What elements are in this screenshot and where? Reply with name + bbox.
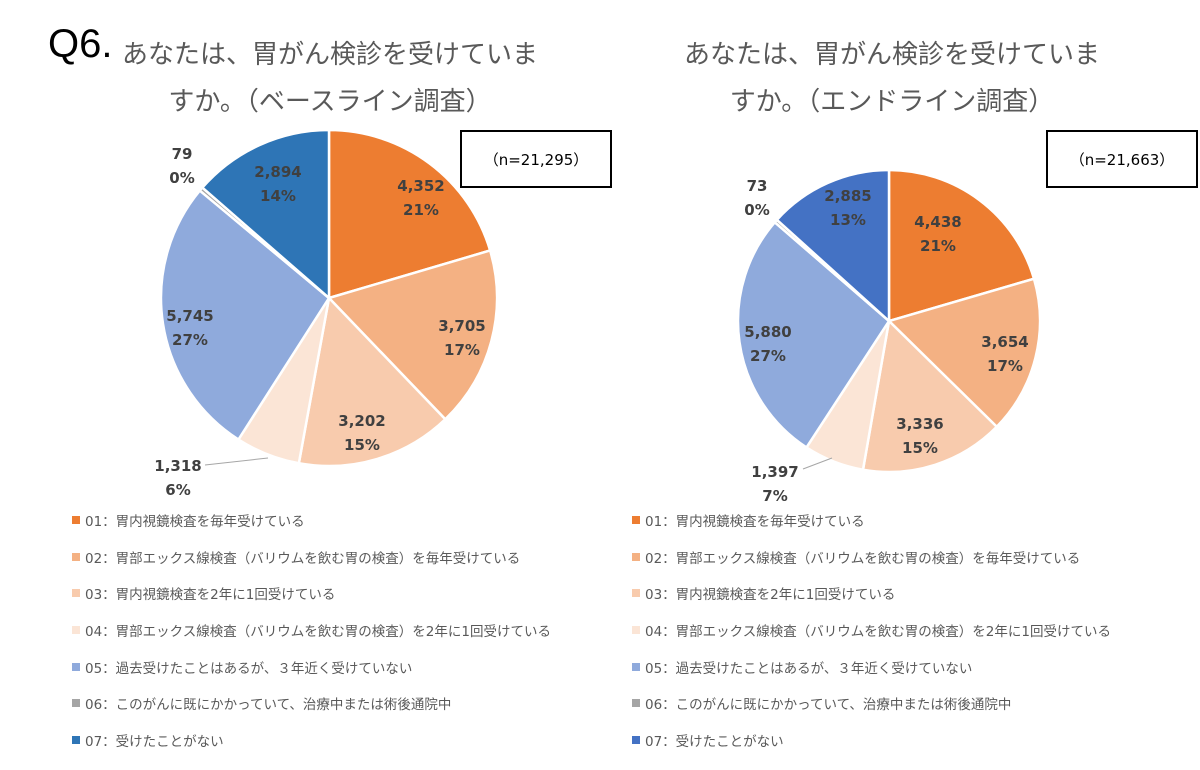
data-label-value: 5,745: [166, 307, 213, 325]
legend-label: 04：胃部エックス線検査（バリウムを飲む胃の検査）を2年に1回受けている: [85, 624, 551, 641]
legend-item: 05：過去受けたことはあるが、３年近く受けていない: [72, 648, 551, 685]
data-label-value: 73: [747, 177, 768, 195]
legend-label: 01：胃内視鏡検査を毎年受けている: [85, 514, 305, 531]
legend-swatch: [632, 735, 640, 744]
legend-item: 03：胃内視鏡検査を2年に1回受けている: [72, 575, 551, 612]
data-label-value: 2,894: [254, 163, 301, 181]
legend-item: 05：過去受けたことはあるが、３年近く受けていない: [632, 648, 1111, 685]
data-label-value: 3,654: [981, 333, 1028, 351]
legend-item: 02：胃部エックス線検査（バリウムを飲む胃の検査）を毎年受けている: [72, 539, 551, 576]
pie-slice-3: [297, 295, 448, 468]
legend-label: 07：受けたことがない: [85, 733, 224, 750]
data-label-value: 2,885: [824, 187, 871, 205]
data-label-percent: 15%: [344, 436, 380, 454]
pie-slice-2: [326, 248, 499, 422]
data-label-value: 4,352: [397, 177, 444, 195]
legend-label: 05：過去受けたことはあるが、３年近く受けていない: [645, 660, 973, 677]
legend-swatch: [72, 626, 80, 635]
legend-swatch: [72, 662, 80, 671]
legend-label: 06：このがんに既にかかっていて、治療中または術後通院中: [85, 697, 452, 714]
leader-line: [802, 457, 833, 470]
chart-title-baseline: あなたは、胃がん検診を受けていま すか。（ベースライン調査）: [90, 32, 570, 126]
data-label-percent: 6%: [165, 481, 190, 499]
pie-slice-2: [886, 277, 1042, 429]
title-line-2: すか。（エンドライン調査）: [729, 87, 1055, 117]
legend-endline: 01：胃内視鏡検査を毎年受けている 02：胃部エックス線検査（バリウムを飲む胃の検…: [632, 502, 1111, 758]
title-line-1: あなたは、胃がん検診を受けていま: [121, 40, 538, 70]
legend-swatch: [632, 626, 640, 635]
data-label-value: 5,880: [744, 323, 791, 341]
legend-label: 01：胃内視鏡検査を毎年受けている: [645, 514, 865, 531]
legend-label: 03：胃内視鏡検査を2年に1回受けている: [645, 587, 896, 604]
question-number: Q6.: [48, 22, 113, 66]
legend-swatch: [632, 516, 640, 525]
data-label-value: 79: [172, 145, 193, 163]
data-label-percent: 0%: [744, 201, 769, 219]
data-label-value: 4,438: [914, 213, 961, 231]
legend-item: 02：胃部エックス線検査（バリウムを飲む胃の検査）を毎年受けている: [632, 539, 1111, 576]
legend-swatch: [72, 589, 80, 598]
pie-slice-1: [887, 168, 1036, 323]
legend-item: 03：胃内視鏡検査を2年に1回受けている: [632, 575, 1111, 612]
legend-label: 04：胃部エックス線検査（バリウムを飲む胃の検査）を2年に1回受けている: [645, 624, 1111, 641]
data-label-percent: 27%: [172, 331, 208, 349]
legend-swatch: [72, 516, 80, 525]
data-label-value: 3,336: [896, 415, 943, 433]
legend-swatch: [632, 552, 640, 561]
legend-label: 03：胃内視鏡検査を2年に1回受けている: [85, 587, 336, 604]
legend-item: 01：胃内視鏡検査を毎年受けている: [632, 502, 1111, 539]
legend-item: 04：胃部エックス線検査（バリウムを飲む胃の検査）を2年に1回受けている: [72, 612, 551, 649]
legend-label: 07：受けたことがない: [645, 733, 784, 750]
pie-slice-5: [736, 220, 891, 450]
legend-item: 06：このがんに既にかかっていて、治療中または術後通院中: [632, 685, 1111, 722]
data-label-value: 1,318: [154, 457, 201, 475]
data-label-percent: 27%: [750, 347, 786, 365]
data-label-percent: 0%: [169, 169, 194, 187]
legend-swatch: [632, 589, 640, 598]
pie-slice-7: [775, 168, 891, 324]
legend-label: 02：胃部エックス線検査（バリウムを飲む胃の検査）を毎年受けている: [645, 550, 1081, 567]
legend-swatch: [632, 662, 640, 671]
data-label-value: 3,202: [338, 412, 385, 430]
data-label-percent: 17%: [444, 341, 480, 359]
title-line-2: すか。（ベースライン調査）: [168, 87, 492, 117]
legend-baseline: 01：胃内視鏡検査を毎年受けている 02：胃部エックス線検査（バリウムを飲む胃の検…: [72, 502, 551, 758]
title-line-1: あなたは、胃がん検診を受けていま: [683, 40, 1100, 70]
pie-slice-3: [861, 318, 999, 474]
legend-item: 07：受けたことがない: [72, 722, 551, 759]
pie-slice-5: [159, 188, 331, 442]
legend-swatch: [72, 552, 80, 561]
legend-label: 02：胃部エックス線検査（バリウムを飲む胃の検査）を毎年受けている: [85, 550, 521, 567]
data-label-value: 3,705: [438, 317, 485, 335]
pie-slice-7: [200, 128, 331, 301]
legend-item: 06：このがんに既にかかっていて、治療中または術後通院中: [72, 685, 551, 722]
chart-title-endline: あなたは、胃がん検診を受けていま すか。（エンドライン調査）: [652, 32, 1132, 126]
leader-line: [204, 457, 269, 466]
data-label-percent: 13%: [830, 211, 866, 229]
legend-label: 06：このがんに既にかかっていて、治療中または術後通院中: [645, 697, 1012, 714]
legend-swatch: [72, 735, 80, 744]
legend-item: 07：受けたことがない: [632, 722, 1111, 759]
legend-swatch: [632, 699, 640, 708]
data-label-percent: 7%: [762, 487, 787, 505]
data-label-percent: 15%: [902, 439, 938, 457]
sample-size-baseline: （n=21,295）: [460, 130, 612, 188]
data-label-value: 1,397: [751, 463, 798, 481]
data-label-percent: 14%: [260, 187, 296, 205]
sample-size-endline: （n=21,663）: [1046, 130, 1198, 188]
legend-item: 01：胃内視鏡検査を毎年受けている: [72, 502, 551, 539]
data-label-percent: 17%: [987, 357, 1023, 375]
legend-label: 05：過去受けたことはあるが、３年近く受けていない: [85, 660, 413, 677]
data-label-percent: 21%: [403, 201, 439, 219]
legend-item: 04：胃部エックス線検査（バリウムを飲む胃の検査）を2年に1回受けている: [632, 612, 1111, 649]
pie-slice-1: [327, 128, 492, 300]
data-label-percent: 21%: [920, 237, 956, 255]
legend-swatch: [72, 699, 80, 708]
